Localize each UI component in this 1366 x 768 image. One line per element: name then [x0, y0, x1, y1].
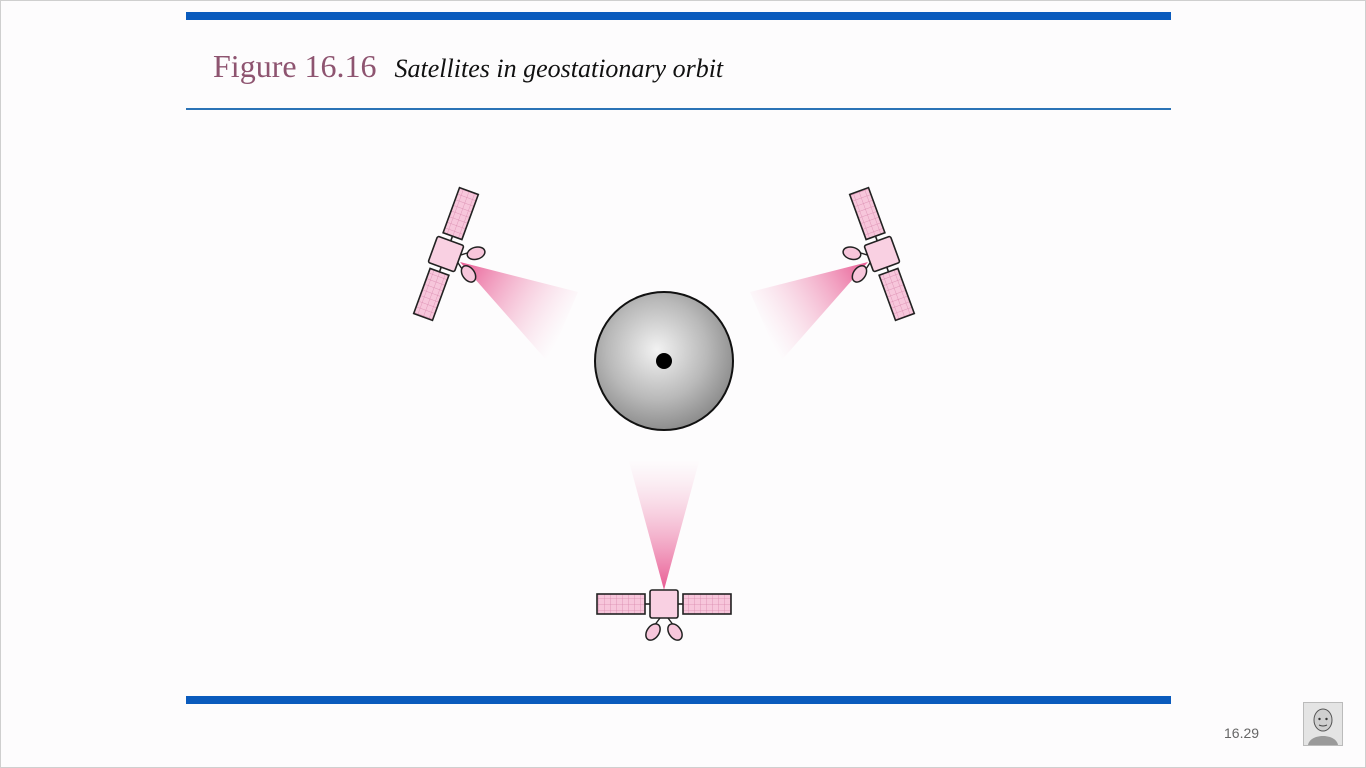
figure-label: Figure 16.16: [213, 48, 377, 84]
page-number: 16.29: [1224, 725, 1260, 741]
top-accent-bar: [186, 12, 1171, 20]
beam-left: [460, 262, 578, 362]
slide-title: Figure 16.16 Satellites in geostationary…: [213, 48, 723, 85]
figure-caption: Satellites in geostationary orbit: [394, 54, 724, 83]
title-divider: [186, 108, 1171, 110]
beam-right: [750, 262, 868, 362]
earth-center-dot: [656, 353, 672, 369]
satellite-icon-left: [409, 185, 507, 332]
presenter-avatar: [1303, 702, 1343, 746]
beam-bottom: [628, 458, 700, 590]
satellite-icon-bottom: [596, 589, 732, 644]
bottom-accent-bar: [186, 696, 1171, 704]
satellite-icon-right: [821, 185, 919, 332]
